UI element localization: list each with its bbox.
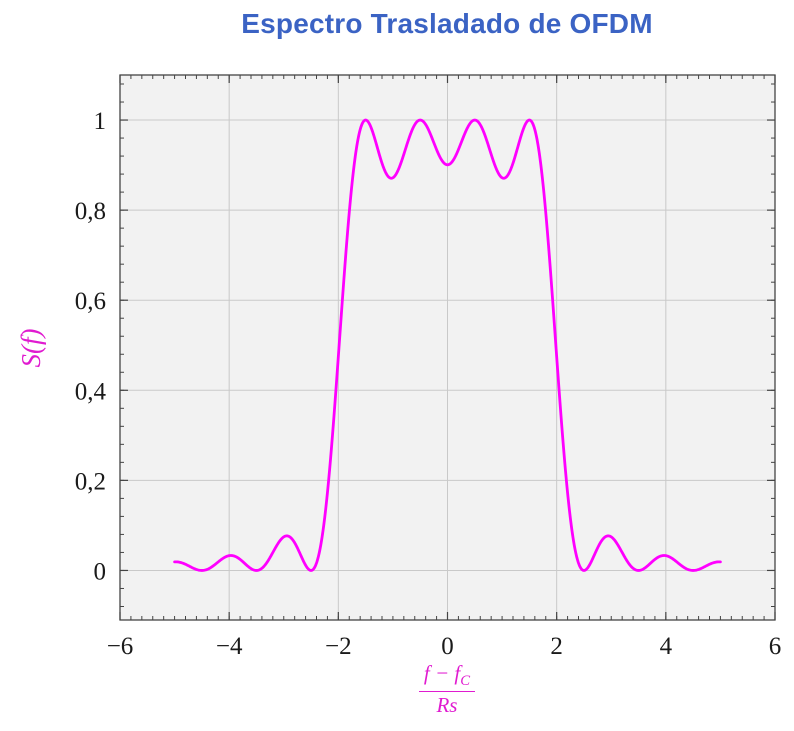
chart-title: Espectro Trasladado de OFDM (241, 8, 653, 39)
y-tick-label: 0,6 (75, 288, 106, 315)
plot-area: −6 −4 −2 0 2 4 6 0 0,2 0,4 0,6 0,8 1 S(f) (16, 74, 782, 660)
x-tick-label: −4 (216, 633, 243, 660)
y-tick-label: 0,2 (75, 468, 106, 495)
y-tick-label: 1 (94, 108, 107, 135)
x-axis-label: f − fC Rs (100, 661, 794, 717)
y-tick-label: 0 (94, 558, 107, 585)
x-tick-label: −2 (325, 633, 352, 660)
x-tick-label: 2 (550, 633, 563, 660)
y-tick-label: 0,4 (75, 378, 107, 405)
spectrum-curve (173, 118, 722, 572)
x-axis-label-numerator-sub: C (460, 673, 471, 690)
plot-generated-layer: −6 −4 −2 0 2 4 6 0 0,2 0,4 0,6 0,8 1 (75, 74, 782, 660)
x-axis-label-denominator: Rs (436, 693, 458, 718)
x-axis-label-numerator-main: f − f (423, 661, 461, 685)
x-axis-label-numerator: f − fC (418, 661, 476, 693)
x-tick-label: 6 (769, 633, 782, 660)
x-tick-label: 0 (441, 633, 454, 660)
y-tick-label: 0,8 (75, 198, 106, 225)
x-axis-label-fraction: f − fC Rs (418, 661, 476, 718)
y-axis-label: S(f) (16, 328, 46, 367)
x-tick-label: 4 (660, 633, 673, 660)
x-tick-label: −6 (107, 633, 134, 660)
plot-border (119, 74, 776, 621)
